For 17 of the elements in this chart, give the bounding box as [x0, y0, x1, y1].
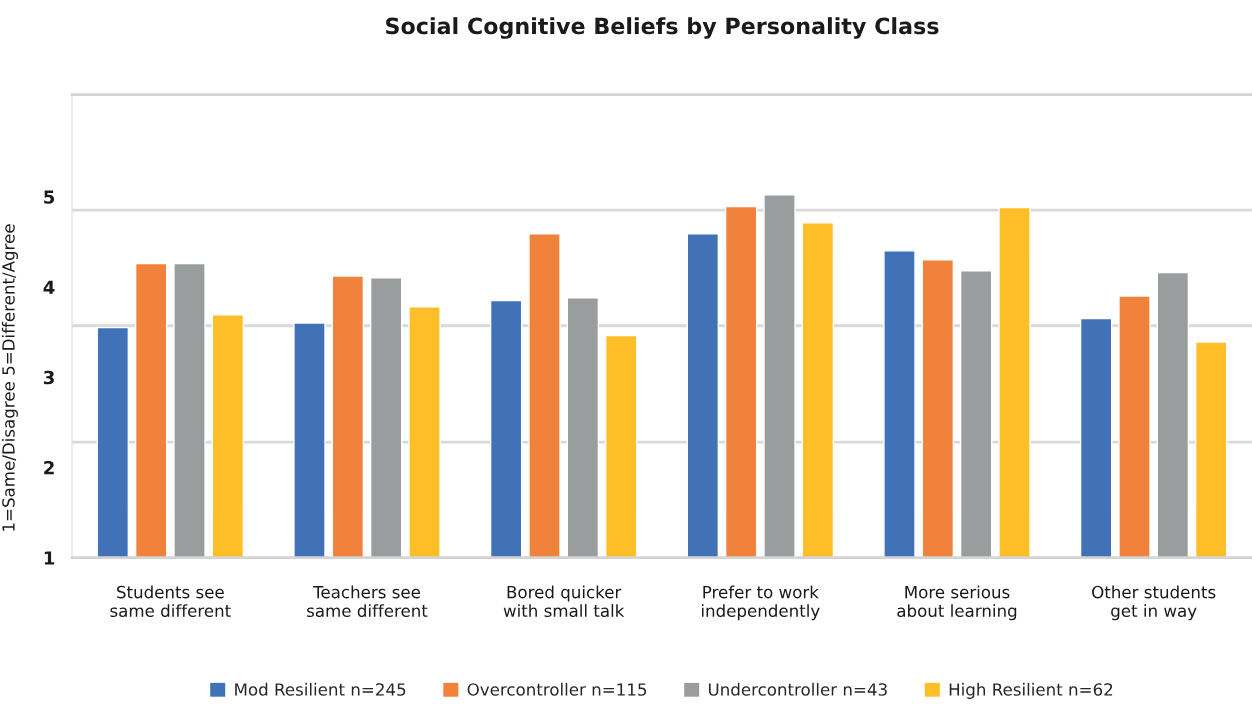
x-tick-label: Teachers see same different [307, 585, 428, 618]
x-tick-label: Prefer to work independently [701, 585, 820, 621]
x-tick-label: Students see same different [110, 585, 231, 618]
x-tick-label: Bored quicker with small talk [503, 585, 625, 618]
legend-label: Mod Resilient n=245 [235, 682, 406, 696]
legend-label: Overcontroller n=115 [467, 682, 647, 696]
x-tick-label: More serious about learning [897, 585, 1017, 621]
y-tick-label: 5 [44, 190, 55, 204]
y-tick-label: 2 [44, 460, 54, 475]
chart-title: Social Cognitive Beliefs by Personality Class [386, 17, 939, 39]
x-tick-label: Other students get in way [1092, 585, 1216, 621]
y-axis-title: 1=Same/Disagree 5=Different/Agree [1, 224, 18, 531]
y-tick-label: 1 [44, 551, 55, 565]
y-tick-label: 3 [43, 370, 54, 385]
legend-label: Undercontroller n=43 [708, 682, 887, 696]
legend-label: High Resilient n=62 [949, 682, 1113, 699]
y-tick-label: 4 [43, 280, 55, 294]
